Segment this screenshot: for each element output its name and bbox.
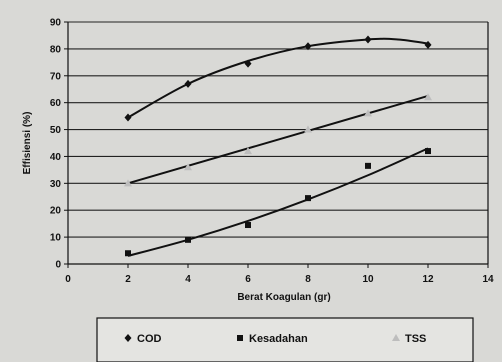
tss-point	[124, 179, 132, 187]
legend-box	[96, 317, 474, 362]
cod-point	[124, 113, 132, 122]
y-tick-label: 0	[55, 260, 61, 271]
gridlines	[68, 21, 488, 238]
kesadahan-point	[425, 148, 431, 155]
cod-point	[364, 35, 372, 44]
cod-legend-label: COD	[137, 333, 162, 345]
kesadahan-point	[365, 162, 371, 169]
x-tick-label: 8	[305, 274, 311, 285]
x-axis-title: Berat Koagulan (gr)	[237, 292, 330, 303]
kesadahan-point	[125, 250, 131, 257]
cod-legend-marker	[124, 334, 132, 342]
x-tick-label: 2	[125, 274, 131, 285]
kesadahan-point	[245, 222, 251, 229]
kesadahan-legend-marker	[237, 335, 243, 341]
y-tick-label: 50	[50, 125, 62, 136]
y-tick-label: 60	[50, 98, 62, 109]
y-tick-label: 70	[50, 71, 62, 82]
kesadahan-point	[305, 195, 311, 202]
axes	[64, 21, 489, 268]
tss-point	[244, 147, 252, 155]
kesadahan-point	[185, 236, 191, 243]
tss-point	[424, 93, 432, 101]
data-markers	[124, 35, 432, 257]
y-axis-title: Effisiensi (%)	[22, 112, 33, 175]
y-tick-label: 30	[50, 179, 62, 190]
cod-point	[184, 79, 192, 88]
cod-point	[244, 59, 252, 68]
x-tick-label: 0	[65, 274, 71, 285]
legend: COD Kesadahan TSS	[96, 317, 474, 362]
tss-legend-marker	[392, 334, 400, 341]
y-tick-label: 20	[50, 206, 62, 217]
y-tick-label: 10	[50, 233, 62, 244]
tss-trendline	[127, 94, 429, 185]
tss-point	[304, 125, 312, 133]
x-tick-label: 10	[362, 274, 374, 285]
tss-legend-label: TSS	[405, 333, 426, 345]
tss-point	[184, 163, 192, 171]
x-tick-label: 14	[482, 274, 494, 285]
x-tick-label: 12	[422, 274, 434, 285]
tss-point	[364, 109, 372, 117]
x-tick-label: 4	[185, 274, 191, 285]
x-tick-label: 6	[245, 274, 251, 285]
y-tick-label: 80	[50, 44, 62, 55]
cod-point	[304, 42, 312, 51]
cod-point	[424, 40, 432, 49]
y-tick-label: 40	[50, 152, 62, 163]
y-tick-label: 90	[50, 18, 62, 29]
kesadahan-legend-label: Kesadahan	[249, 333, 308, 345]
tick-labels: 0 10 20 30 40 50 60 70 80 90 0 2 4 6 8 10 12 14	[50, 18, 494, 286]
